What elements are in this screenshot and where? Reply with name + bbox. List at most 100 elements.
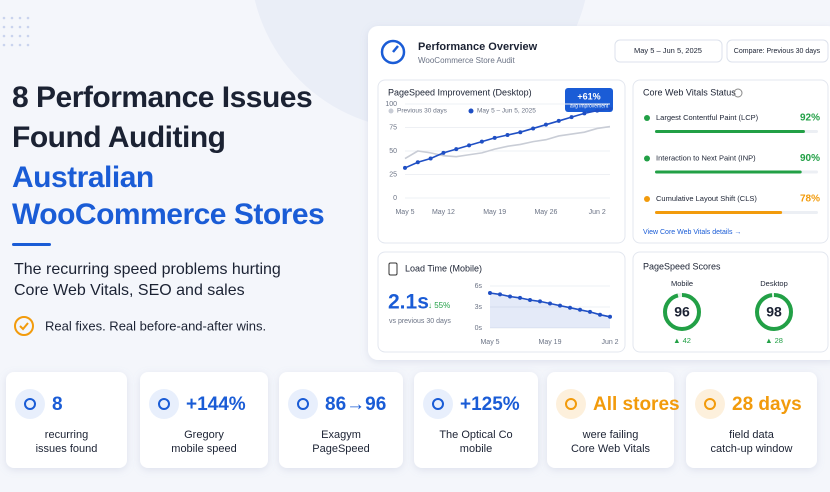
metric-value: 78% (800, 194, 820, 205)
point (595, 108, 600, 113)
point (543, 122, 548, 127)
point (578, 307, 582, 312)
x-tick-label: May 5 (395, 209, 414, 216)
point (428, 156, 433, 161)
stat-label: PageSpeed (312, 443, 370, 455)
status-dot (644, 115, 650, 121)
stat-label: Gregory (184, 429, 224, 441)
date-range: May 5 – Jun 5, 2025 (634, 46, 702, 55)
headline: Australian (12, 161, 154, 194)
compare: Compare: Previous 30 days (734, 48, 821, 55)
point (531, 126, 536, 131)
point (479, 139, 484, 144)
x-tick-label: May 12 (432, 209, 455, 216)
compare-button[interactable] (726, 39, 829, 63)
dashboard-title: Performance Overview (418, 41, 538, 53)
score-value: 98 (766, 304, 782, 320)
stat-icon (15, 389, 45, 419)
headline: WooCommerce Stores (12, 198, 324, 231)
progress-bar (655, 170, 802, 174)
headline: Found Auditing (12, 121, 225, 154)
point (556, 118, 561, 123)
metric-value: 90% (800, 153, 820, 164)
check-icon (19, 322, 29, 331)
card-title: Core Web Vitals Status (643, 87, 736, 97)
gauge-icon (380, 39, 406, 65)
y-tick-label: 6s (475, 283, 483, 290)
details-link[interactable]: View Core Web Vitals details → (643, 229, 741, 236)
stat-icon-glyph (704, 398, 716, 410)
point (608, 106, 612, 111)
score-change: ▲ 28 (765, 336, 783, 345)
point (441, 150, 446, 155)
stat-label: mobile speed (171, 443, 236, 455)
legend-label: May 5 – Jun 5, 2025 (477, 108, 536, 115)
card (377, 251, 626, 353)
stat-label: The Optical Co (439, 429, 512, 441)
stat-icon-glyph (297, 398, 309, 410)
y-tick-label: 25 (389, 171, 397, 178)
point (467, 143, 472, 148)
stat-value: 8 (52, 394, 63, 415)
metric-name: Largest Contentful Paint (LCP) (656, 113, 759, 122)
stat-icon (556, 389, 586, 419)
x-tick-label: Jun 2 (601, 339, 618, 346)
legend-swatch (388, 108, 394, 114)
point (518, 295, 522, 300)
stat-icon (423, 389, 453, 419)
point (548, 301, 552, 306)
change: ↓ 55% (428, 301, 450, 310)
metric-name: Cumulative Layout Shift (CLS) (656, 194, 757, 203)
stat-label: Core Web Vitals (571, 443, 651, 455)
stat-value: 86→96 (325, 394, 386, 415)
point (415, 160, 420, 165)
gauge-icon (392, 45, 399, 53)
y-tick-label: 0s (475, 325, 483, 332)
card-title: Load Time (Mobile) (405, 263, 482, 273)
stat-value: +144% (186, 394, 246, 415)
point (508, 294, 512, 299)
badge (565, 88, 613, 112)
point (488, 291, 492, 295)
stat-icon-glyph (432, 398, 444, 410)
area (490, 293, 610, 328)
point (568, 305, 572, 310)
point (498, 292, 502, 297)
check-icon (14, 316, 34, 336)
score-name: Desktop (760, 279, 788, 288)
status-dot (644, 196, 650, 202)
card (632, 79, 829, 244)
stats: 8 recurring issues found +144% Gregory mobile… (6, 372, 817, 468)
stat-label: catch-up window (711, 443, 793, 455)
stat-icon (149, 389, 179, 419)
x-tick-label: May 26 (534, 209, 557, 216)
stat-label: mobile (460, 443, 492, 455)
date-picker[interactable] (614, 39, 723, 63)
stat-value: All stores (593, 394, 680, 415)
card (377, 79, 626, 244)
metric-value: 92% (800, 113, 820, 124)
stat-icon-glyph (565, 398, 577, 410)
stat-label: issues found (36, 443, 98, 455)
stat-label: Exagym (321, 429, 361, 441)
stat-label: field data (729, 429, 775, 441)
point (538, 299, 542, 304)
score-value: 96 (674, 304, 690, 320)
y-tick-label: 0 (393, 195, 397, 202)
load-time: 2.1s (388, 291, 429, 314)
tagline: Real fixes. Real before-and-after wins. (45, 318, 266, 333)
score-name: Mobile (671, 279, 693, 288)
point (582, 111, 587, 116)
score-change: ▲ 42 (673, 336, 691, 345)
point (528, 298, 532, 302)
point (598, 312, 602, 317)
y-tick-label: 50 (389, 148, 397, 155)
badge-label: avg improvement (570, 103, 609, 109)
point (454, 147, 459, 152)
x-tick-label: May 5 (480, 339, 499, 346)
stat-label: were failing (582, 429, 639, 441)
card-title: PageSpeed Scores (643, 261, 721, 271)
dashboard-subtitle: WooCommerce Store Audit (418, 56, 516, 65)
point (492, 135, 497, 140)
